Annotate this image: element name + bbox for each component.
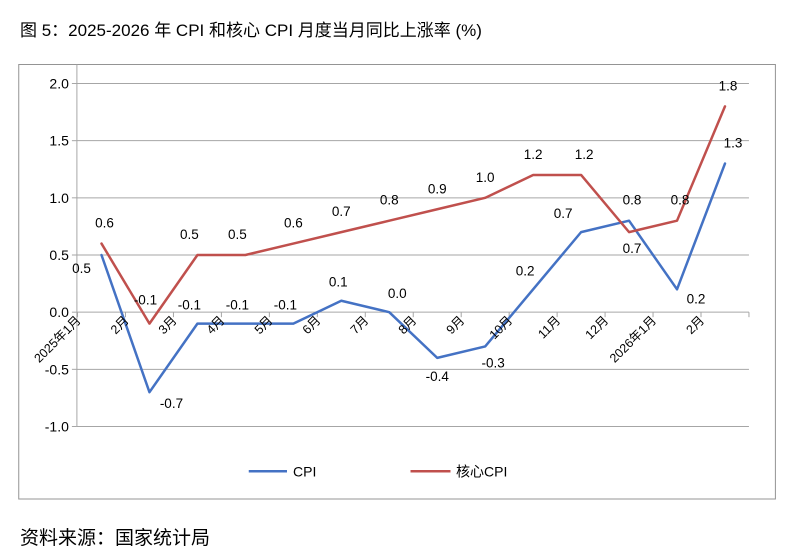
svg-text:1.0: 1.0 <box>476 170 495 185</box>
svg-text:0.6: 0.6 <box>95 216 114 231</box>
svg-text:-0.5: -0.5 <box>45 361 69 377</box>
svg-text:核心CPI: 核心CPI <box>456 463 507 479</box>
svg-text:-0.1: -0.1 <box>274 298 297 313</box>
svg-text:0.6: 0.6 <box>284 216 303 231</box>
svg-text:0.5: 0.5 <box>49 247 69 263</box>
svg-text:2月: 2月 <box>683 313 707 337</box>
svg-text:0.5: 0.5 <box>72 261 91 276</box>
svg-text:4月: 4月 <box>204 313 228 337</box>
svg-text:0.2: 0.2 <box>516 263 535 278</box>
svg-text:12月: 12月 <box>583 313 612 342</box>
svg-text:0.7: 0.7 <box>623 241 642 256</box>
svg-text:-0.1: -0.1 <box>226 298 249 313</box>
svg-text:11月: 11月 <box>535 313 563 341</box>
svg-text:1.2: 1.2 <box>575 147 594 162</box>
svg-text:1.5: 1.5 <box>49 133 69 149</box>
svg-text:-0.7: -0.7 <box>160 396 183 411</box>
svg-text:0.5: 0.5 <box>180 227 199 242</box>
svg-text:-0.4: -0.4 <box>426 369 450 384</box>
svg-text:0.8: 0.8 <box>671 193 690 208</box>
svg-text:2.0: 2.0 <box>49 76 69 92</box>
svg-text:9月: 9月 <box>444 313 468 337</box>
svg-text:0.0: 0.0 <box>388 286 407 301</box>
svg-text:2025年1月: 2025年1月 <box>31 313 83 365</box>
svg-text:8月: 8月 <box>396 313 420 337</box>
svg-text:-1.0: -1.0 <box>45 419 69 435</box>
svg-text:3月: 3月 <box>156 313 180 337</box>
svg-text:1.0: 1.0 <box>49 190 69 206</box>
svg-text:1.8: 1.8 <box>719 78 738 93</box>
svg-text:7月: 7月 <box>348 313 372 337</box>
svg-text:0.8: 0.8 <box>623 193 642 208</box>
svg-text:0.7: 0.7 <box>554 206 573 221</box>
svg-text:0.0: 0.0 <box>49 304 69 320</box>
svg-text:0.8: 0.8 <box>380 193 399 208</box>
svg-text:0.7: 0.7 <box>332 204 351 219</box>
svg-text:CPI: CPI <box>293 463 316 479</box>
svg-text:-0.1: -0.1 <box>134 293 157 308</box>
svg-text:0.9: 0.9 <box>428 181 447 196</box>
svg-text:-0.3: -0.3 <box>482 355 505 370</box>
svg-text:0.2: 0.2 <box>687 291 706 306</box>
svg-text:2026年1月: 2026年1月 <box>607 313 659 365</box>
svg-text:0.5: 0.5 <box>228 227 247 242</box>
svg-text:0.1: 0.1 <box>329 275 348 290</box>
svg-text:5月: 5月 <box>252 313 276 337</box>
svg-text:1.2: 1.2 <box>524 147 543 162</box>
svg-text:6月: 6月 <box>300 313 324 337</box>
svg-text:-0.1: -0.1 <box>178 298 201 313</box>
svg-text:1.3: 1.3 <box>724 136 743 151</box>
svg-text:10月: 10月 <box>487 313 516 342</box>
